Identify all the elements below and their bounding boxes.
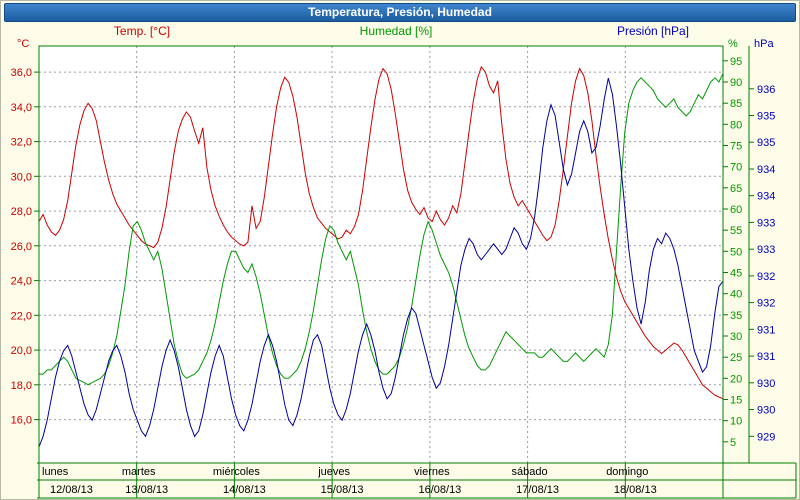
temp-axis-unit-label: °C (17, 38, 30, 50)
temp-tick-label: 18,0 (11, 380, 32, 392)
pressure-tick-label: 931 (757, 351, 775, 363)
humidity-tick-label: 75 (730, 141, 742, 153)
pressure-line (38, 77, 724, 448)
temp-tick-label: 24,0 (11, 276, 32, 288)
legend-pressure: Presión [hPa] (616, 24, 690, 38)
day-name-label: domingo (606, 466, 648, 478)
legend-humidity: Humedad [%] (359, 24, 433, 38)
pressure-tick-label: 934 (757, 164, 775, 176)
temp-tick-label: 26,0 (11, 241, 32, 253)
day-date-label: 15/08/13 (321, 484, 364, 496)
pressure-tick-label: 932 (757, 298, 775, 310)
pressure-tick-label: 936 (757, 84, 775, 96)
humidity-tick-label: 30 (730, 331, 742, 343)
plot-area (39, 46, 723, 463)
temp-tick-label: 20,0 (11, 345, 32, 357)
temp-tick-label: 28,0 (11, 206, 32, 218)
day-name-label: martes (122, 466, 156, 478)
day-name-label: miércoles (213, 466, 261, 478)
humidity-tick-label: 15 (730, 395, 742, 407)
humidity-tick-label: 60 (730, 204, 742, 216)
day-date-label: 18/08/13 (614, 484, 657, 496)
pressure-tick-label: 935 (757, 137, 775, 149)
pressure-tick-label: 930 (757, 405, 775, 417)
temp-tick-label: 16,0 (11, 415, 32, 427)
humidity-tick-label: 35 (730, 310, 742, 322)
pressure-tick-label: 931 (757, 324, 775, 336)
humidity-axis-unit-label: % (728, 38, 738, 50)
pressure-tick-label: 930 (757, 378, 775, 390)
pressure-axis-unit-label: hPa (754, 38, 774, 50)
pressure-tick-label: 933 (757, 217, 775, 229)
day-name-label: jueves (317, 466, 350, 478)
humidity-line (39, 73, 724, 386)
humidity-tick-label: 5 (730, 437, 736, 449)
day-name-label: lunes (42, 466, 69, 478)
day-name-label: viernes (414, 466, 450, 478)
humidity-tick-label: 40 (730, 289, 742, 301)
temperature-line (38, 65, 724, 400)
temp-tick-label: 22,0 (11, 310, 32, 322)
humidity-tick-label: 90 (730, 77, 742, 89)
pressure-tick-label: 929 (757, 431, 775, 443)
humidity-tick-label: 25 (730, 352, 742, 364)
temp-tick-label: 36,0 (11, 67, 32, 79)
day-date-label: 16/08/13 (418, 484, 461, 496)
day-date-label: 13/08/13 (125, 484, 168, 496)
humidity-tick-label: 10 (730, 416, 742, 428)
pressure-tick-label: 932 (757, 271, 775, 283)
legend-temperature: Temp. [°C] (113, 24, 171, 38)
humidity-tick-label: 85 (730, 98, 742, 110)
humidity-tick-label: 50 (730, 246, 742, 258)
temp-tick-label: 30,0 (11, 171, 32, 183)
pressure-tick-label: 933 (757, 244, 775, 256)
humidity-tick-label: 95 (730, 56, 742, 68)
temp-tick-label: 32,0 (11, 137, 32, 149)
humidity-tick-label: 20 (730, 373, 742, 385)
humidity-tick-label: 70 (730, 162, 742, 174)
pressure-tick-label: 934 (757, 191, 775, 203)
temp-tick-label: 34,0 (11, 102, 32, 114)
pressure-tick-label: 935 (757, 111, 775, 123)
window-title: Temperatura, Presión, Humedad (308, 5, 492, 19)
day-date-label: 12/08/13 (50, 484, 93, 496)
day-name-label: sábado (512, 466, 548, 478)
humidity-tick-label: 45 (730, 268, 742, 280)
day-date-label: 14/08/13 (223, 484, 266, 496)
day-date-label: 17/08/13 (516, 484, 559, 496)
humidity-tick-label: 65 (730, 183, 742, 195)
humidity-tick-label: 80 (730, 119, 742, 131)
title-bar: Temperatura, Presión, Humedad (4, 3, 796, 22)
humidity-tick-label: 55 (730, 225, 742, 237)
